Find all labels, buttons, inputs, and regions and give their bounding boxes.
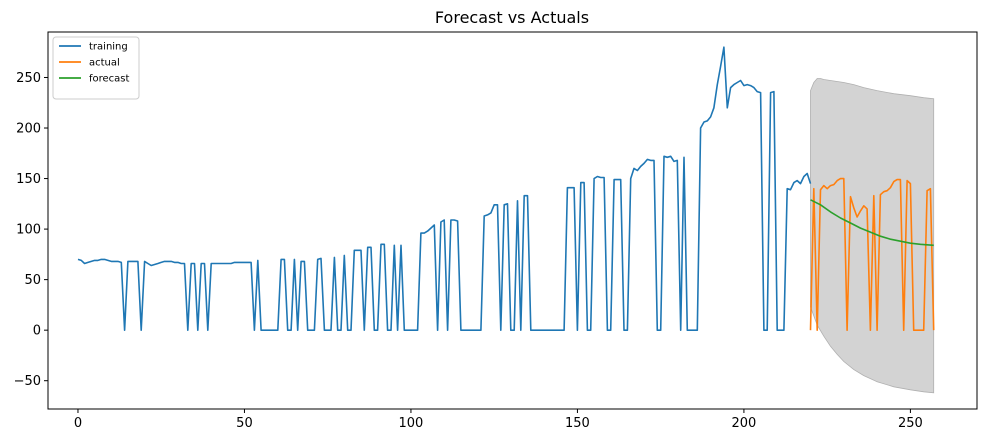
- y-tick-label: 200: [16, 122, 41, 137]
- legend-label-forecast: forecast: [89, 74, 130, 85]
- y-tick-label: 0: [33, 324, 41, 339]
- legend-label-actual: actual: [89, 58, 120, 69]
- x-tick-label: 200: [732, 416, 757, 431]
- x-tick-label: 250: [898, 416, 923, 431]
- y-tick-label: −50: [14, 374, 41, 389]
- legend-label-training: training: [89, 42, 128, 53]
- x-tick-label: 0: [74, 416, 82, 431]
- series-line-training: [77, 46, 812, 332]
- legend: training actual forecast: [52, 36, 140, 100]
- series-line-forecast: [810, 199, 934, 247]
- y-tick-label: 100: [16, 223, 41, 238]
- x-tick-label: 100: [399, 416, 424, 431]
- axis-ticks: 0 50 100 150 200 250 −50 0 50 100 150 200 250: [14, 71, 923, 431]
- x-tick-label: 150: [565, 416, 590, 431]
- series-line-actual: [809, 177, 935, 332]
- y-tick-label: 250: [16, 71, 41, 86]
- legend-box: [52, 36, 140, 100]
- x-tick-label: 50: [236, 416, 253, 431]
- y-tick-label: 50: [24, 273, 41, 288]
- y-tick-label: 150: [16, 172, 41, 187]
- plot-area: [77, 46, 935, 394]
- axes-frame: [47, 31, 978, 410]
- chart-title: Forecast vs Actuals: [435, 8, 589, 27]
